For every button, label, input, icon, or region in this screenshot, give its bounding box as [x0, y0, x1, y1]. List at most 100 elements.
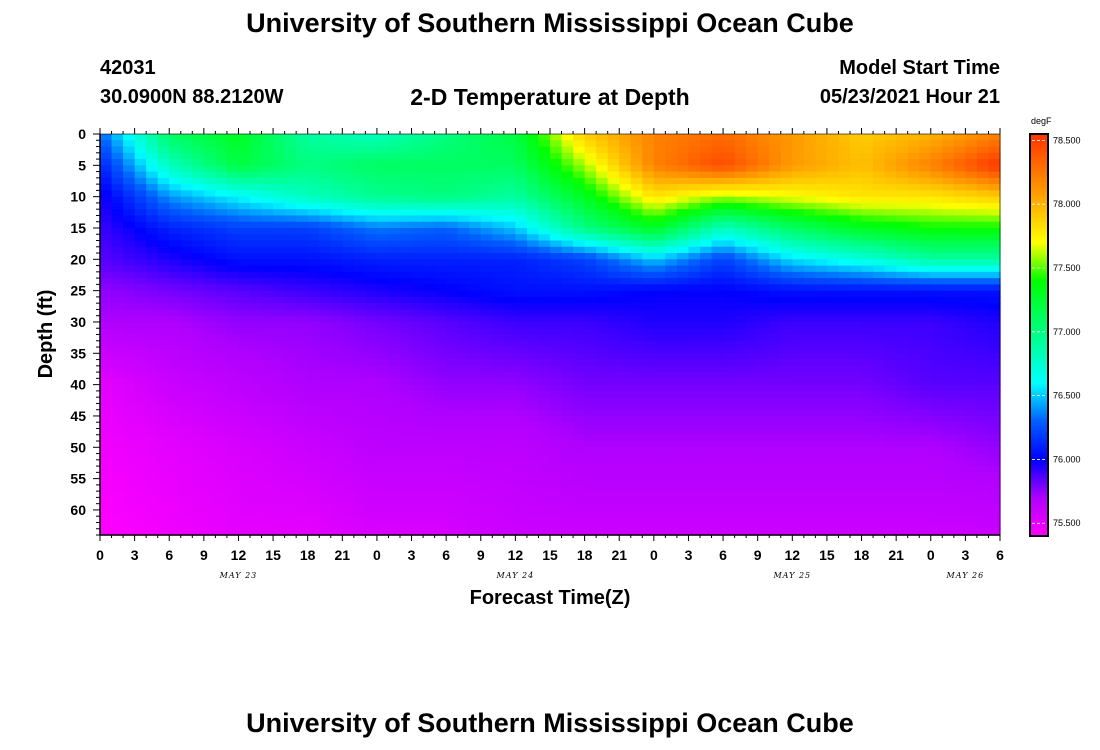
heatmap-cell [712, 372, 724, 379]
heatmap-cell [296, 259, 308, 266]
heatmap-cell [100, 366, 112, 373]
heatmap-cell [815, 222, 827, 229]
heatmap-cell [169, 278, 181, 285]
heatmap-cell [654, 435, 666, 442]
heatmap-cell [100, 215, 112, 222]
heatmap-cell [146, 184, 158, 191]
heatmap-cell [365, 460, 377, 467]
heatmap-cell [388, 435, 400, 442]
heatmap-cell [354, 466, 366, 473]
heatmap-cell [204, 347, 216, 354]
heatmap-cell [735, 435, 747, 442]
heatmap-cell [792, 322, 804, 329]
heatmap-cell [435, 441, 447, 448]
heatmap-cell [908, 497, 920, 504]
heatmap-cell [562, 303, 574, 310]
heatmap-cell [146, 441, 158, 448]
heatmap-cell [296, 347, 308, 354]
heatmap-cell [481, 241, 493, 248]
heatmap-cell [354, 278, 366, 285]
heatmap-cell [712, 190, 724, 197]
heatmap-cell [469, 510, 481, 517]
heatmap-cell [873, 291, 885, 298]
heatmap-cell [412, 416, 424, 423]
heatmap-cell [481, 184, 493, 191]
heatmap-cell [700, 460, 712, 467]
heatmap-cell [527, 504, 539, 511]
heatmap-cell [977, 215, 989, 222]
heatmap-cell [515, 278, 527, 285]
heatmap-cell [446, 422, 458, 429]
heatmap-cell [446, 447, 458, 454]
heatmap-cell [862, 472, 874, 479]
heatmap-cell [492, 397, 504, 404]
heatmap-cell [504, 222, 516, 229]
heatmap-cell [746, 397, 758, 404]
heatmap-cell [435, 215, 447, 222]
heatmap-cell [158, 153, 170, 160]
heatmap-cell [135, 397, 147, 404]
heatmap-cell [862, 190, 874, 197]
heatmap-cell [527, 278, 539, 285]
heatmap-cell [908, 278, 920, 285]
heatmap-cell [850, 428, 862, 435]
heatmap-cell [585, 416, 597, 423]
heatmap-cell [573, 259, 585, 266]
heatmap-cell [123, 366, 135, 373]
heatmap-cell [746, 422, 758, 429]
heatmap-cell [538, 297, 550, 304]
heatmap-cell [400, 497, 412, 504]
heatmap-cell [158, 410, 170, 417]
heatmap-cell [896, 278, 908, 285]
heatmap-cell [250, 460, 262, 467]
heatmap-cell [250, 209, 262, 216]
heatmap-cell [908, 360, 920, 367]
heatmap-cell [227, 416, 239, 423]
heatmap-cell [400, 416, 412, 423]
heatmap-cell [319, 278, 331, 285]
heatmap-cell [885, 303, 897, 310]
heatmap-cell [331, 291, 343, 298]
heatmap-cell [123, 472, 135, 479]
heatmap-cell [412, 134, 424, 141]
heatmap-cell [873, 284, 885, 291]
heatmap-cell [942, 140, 954, 147]
heatmap-cell [296, 316, 308, 323]
heatmap-cell [769, 316, 781, 323]
heatmap-cell [942, 247, 954, 254]
heatmap-cell [215, 316, 227, 323]
heatmap-cell [965, 241, 977, 248]
heatmap-cell [296, 209, 308, 216]
heatmap-cell [400, 228, 412, 235]
heatmap-cell [550, 172, 562, 179]
heatmap-cell [342, 165, 354, 172]
heatmap-cell [769, 353, 781, 360]
heatmap-cell [400, 510, 412, 517]
heatmap-cell [873, 516, 885, 523]
heatmap-cell [146, 215, 158, 222]
heatmap-cell [712, 422, 724, 429]
heatmap-cell [827, 504, 839, 511]
heatmap-cell [504, 353, 516, 360]
heatmap-cell [665, 522, 677, 529]
heatmap-cell [838, 341, 850, 348]
heatmap-cell [481, 291, 493, 298]
heatmap-cell [608, 372, 620, 379]
heatmap-cell [192, 165, 204, 172]
heatmap-cell [158, 366, 170, 373]
heatmap-cell [977, 322, 989, 329]
heatmap-cell [492, 479, 504, 486]
heatmap-cell [954, 397, 966, 404]
heatmap-cell [908, 297, 920, 304]
heatmap-cell [250, 197, 262, 204]
heatmap-cell [400, 491, 412, 498]
heatmap-cell [700, 140, 712, 147]
heatmap-cell [769, 165, 781, 172]
heatmap-cell [919, 322, 931, 329]
heatmap-cell [377, 491, 389, 498]
heatmap-cell [596, 385, 608, 392]
heatmap-cell [492, 291, 504, 298]
heatmap-cell [562, 222, 574, 229]
heatmap-cell [631, 397, 643, 404]
heatmap-cell [654, 410, 666, 417]
